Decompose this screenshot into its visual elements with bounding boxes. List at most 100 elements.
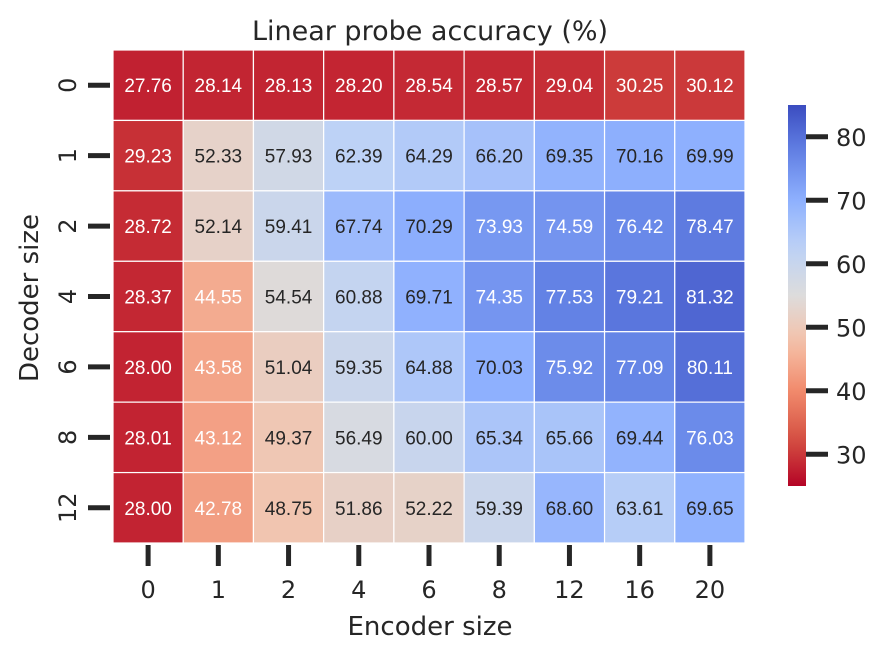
heatmap-cell-r6-c1 (182, 471, 255, 544)
cell-value-label-r4-c0: 28.00 (124, 358, 172, 379)
heatmap-cell-r5-c1 (182, 401, 255, 474)
cell-value-label-r3-c6: 77.53 (546, 288, 594, 309)
cell-value-label-r2-c7: 76.42 (616, 217, 664, 238)
heatmap-cell-r1-c7 (603, 119, 676, 192)
heatmap-cell-r2-c4 (393, 190, 465, 262)
cell-value-label-r6-c0: 28.00 (124, 499, 172, 520)
y-tick-label-5: 8 (54, 430, 82, 445)
cell-value-label-r6-c1: 42.78 (195, 499, 243, 520)
cell-value-label-r5-c7: 69.44 (616, 428, 664, 449)
x-axis-ticks: 0 1 2 4 6 8 12 16 20 (140, 545, 725, 604)
cell-value-label-r6-c5: 59.39 (475, 499, 523, 520)
heatmap-cell-r2-c3 (323, 190, 395, 262)
cell-value-label-r0-c0: 27.76 (124, 76, 172, 97)
heatmap-cell-r5-c3 (323, 401, 395, 474)
heatmap-cell-r6-c0 (112, 471, 184, 544)
colorbar-tick-label-2: 50 (836, 314, 867, 342)
heatmap-cell-r2-c0 (112, 190, 184, 262)
cell-value-label-r4-c6: 75.92 (546, 358, 594, 379)
heatmap-cell-r3-c8 (674, 260, 746, 333)
cell-value-label-r1-c0: 29.23 (124, 147, 172, 168)
cell-value-label-r6-c3: 51.86 (335, 499, 383, 520)
heatmap-cell-r4-c2 (252, 331, 325, 403)
y-axis-label: Decoder size (15, 214, 45, 382)
y-tick-label-2: 2 (54, 218, 82, 233)
cell-value-label-r1-c6: 69.35 (546, 147, 594, 168)
heatmap-cell-r3-c0 (112, 260, 184, 333)
heatmap-cell-r4-c0 (112, 331, 184, 403)
cell-value-label-r2-c4: 70.29 (405, 217, 453, 238)
colorbar-tick-label-0: 30 (836, 441, 867, 469)
heatmap-cells: 27.76 28.14 28.13 28.20 28.54 28.57 29.04 30.25… (112, 49, 746, 544)
heatmap-cell-r6-c6 (533, 471, 606, 544)
cell-value-label-r5-c1: 43.12 (195, 428, 243, 449)
cell-value-label-r6-c2: 48.75 (265, 499, 313, 520)
cell-value-label-r4-c8: 80.11 (687, 358, 733, 379)
cell-value-label-r3-c8: 81.32 (686, 288, 734, 309)
x-tick-label-5: 8 (492, 576, 507, 604)
heatmap-cell-r0-c2 (252, 49, 325, 122)
cell-value-label-r0-c1: 28.14 (195, 76, 243, 97)
heatmap-cell-r0-c1 (182, 49, 255, 122)
heatmap-cell-r5-c5 (463, 401, 535, 474)
cell-value-label-r0-c5: 28.57 (475, 76, 523, 97)
colorbar-tick-label-4: 70 (836, 187, 867, 215)
heatmap-cell-r1-c4 (393, 119, 465, 192)
cell-value-label-r5-c0: 28.01 (124, 428, 172, 449)
cell-value-label-r1-c5: 66.20 (475, 147, 523, 168)
cell-value-label-r1-c2: 57.93 (265, 147, 313, 168)
heatmap-cell-r5-c2 (252, 401, 325, 474)
heatmap-cell-r4-c5 (463, 331, 535, 403)
x-tick-label-6: 12 (554, 576, 585, 604)
cell-value-label-r2-c6: 74.59 (546, 217, 594, 238)
cell-value-label-r5-c5: 65.34 (475, 428, 523, 449)
cell-value-label-r0-c4: 28.54 (405, 76, 453, 97)
cell-value-label-r4-c7: 77.09 (616, 358, 664, 379)
x-tick-label-1: 1 (211, 576, 226, 604)
cell-value-label-r3-c3: 60.88 (335, 288, 383, 309)
colorbar-tick-label-3: 60 (836, 251, 867, 279)
heatmap-cell-r4-c8 (674, 331, 746, 403)
cell-value-label-r6-c8: 69.65 (686, 499, 734, 520)
cell-value-label-r2-c2: 59.41 (265, 217, 313, 238)
colorbar-tick-label-1: 40 (836, 378, 867, 406)
heatmap-cell-r5-c8 (674, 401, 746, 474)
x-tick-label-2: 2 (281, 576, 296, 604)
heatmap-cell-r6-c7 (603, 471, 676, 544)
cell-value-label-r2-c8: 78.47 (686, 217, 734, 238)
heatmap-cell-r5-c4 (393, 401, 465, 474)
cell-value-label-r0-c8: 30.12 (686, 76, 734, 97)
y-tick-label-3: 4 (54, 289, 82, 304)
heatmap-cell-r0-c7 (603, 49, 676, 122)
heatmap-cell-r3-c3 (323, 260, 395, 333)
x-tick-label-7: 16 (624, 576, 655, 604)
cell-value-label-r3-c4: 69.71 (405, 288, 453, 309)
heatmap-cell-r6-c2 (252, 471, 325, 544)
x-tick-label-3: 4 (351, 576, 366, 604)
colorbar-gradient (788, 105, 806, 486)
heatmap-cell-r1-c6 (533, 119, 606, 192)
y-tick-label-6: 12 (54, 493, 82, 524)
x-axis-label: Encoder size (348, 612, 513, 642)
y-tick-label-0: 0 (54, 78, 82, 93)
cell-value-label-r2-c1: 52.14 (195, 217, 243, 238)
cell-value-label-r1-c3: 62.39 (335, 147, 383, 168)
heatmap-cell-r4-c3 (323, 331, 395, 403)
cell-value-label-r2-c3: 67.74 (335, 217, 383, 238)
cell-value-label-r4-c4: 64.88 (405, 358, 453, 379)
cell-value-label-r5-c6: 65.66 (546, 428, 594, 449)
cell-value-label-r6-c4: 52.22 (405, 499, 453, 520)
colorbar: 30 40 50 60 70 80 (788, 105, 867, 486)
chart-title: Linear probe accuracy (%) (252, 16, 608, 47)
cell-value-label-r5-c3: 56.49 (335, 428, 383, 449)
cell-value-label-r4-c5: 70.03 (475, 358, 523, 379)
heatmap-cell-r6-c3 (323, 471, 395, 544)
cell-value-label-r1-c8: 69.99 (686, 147, 734, 168)
cell-value-label-r0-c2: 28.13 (265, 76, 313, 97)
heatmap-cell-r2-c6 (533, 190, 606, 262)
heatmap-cell-r2-c2 (252, 190, 325, 262)
cell-value-label-r6-c6: 68.60 (546, 499, 594, 520)
heatmap-cell-r6-c5 (463, 471, 535, 544)
